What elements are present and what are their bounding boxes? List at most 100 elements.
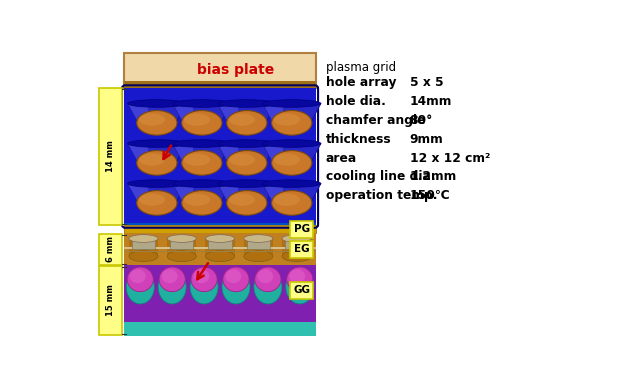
- Ellipse shape: [262, 180, 321, 187]
- Polygon shape: [128, 103, 186, 131]
- Bar: [124, 233, 316, 266]
- Polygon shape: [173, 103, 193, 131]
- Ellipse shape: [162, 269, 178, 283]
- Text: 14 mm: 14 mm: [106, 140, 115, 172]
- Ellipse shape: [287, 267, 313, 292]
- Ellipse shape: [223, 267, 249, 292]
- Polygon shape: [173, 184, 193, 211]
- Bar: [244, 238, 273, 256]
- Polygon shape: [218, 184, 238, 211]
- FancyBboxPatch shape: [208, 238, 232, 249]
- Text: operation temp.: operation temp.: [326, 189, 438, 202]
- Ellipse shape: [173, 100, 231, 107]
- Text: 12 x 12 cm²: 12 x 12 cm²: [410, 152, 490, 165]
- Ellipse shape: [222, 270, 250, 304]
- Polygon shape: [128, 103, 148, 131]
- Ellipse shape: [227, 151, 267, 175]
- Text: 150℃: 150℃: [410, 189, 450, 202]
- Text: cooling line dia.: cooling line dia.: [326, 170, 436, 183]
- Bar: [206, 238, 234, 256]
- Ellipse shape: [190, 270, 218, 304]
- Polygon shape: [262, 144, 321, 171]
- FancyBboxPatch shape: [99, 89, 122, 225]
- Ellipse shape: [257, 269, 273, 283]
- Polygon shape: [128, 144, 148, 171]
- Ellipse shape: [159, 267, 185, 292]
- Ellipse shape: [272, 110, 312, 135]
- Bar: [124, 322, 316, 335]
- Ellipse shape: [128, 100, 186, 107]
- Ellipse shape: [128, 140, 186, 147]
- Ellipse shape: [262, 100, 321, 107]
- Ellipse shape: [184, 154, 210, 166]
- Bar: [124, 88, 316, 225]
- Ellipse shape: [139, 193, 165, 206]
- Ellipse shape: [244, 251, 273, 262]
- Ellipse shape: [290, 269, 305, 283]
- Text: thickness: thickness: [326, 133, 391, 145]
- Bar: [124, 251, 316, 252]
- Polygon shape: [218, 184, 276, 211]
- Polygon shape: [262, 144, 283, 171]
- Ellipse shape: [137, 151, 177, 175]
- Polygon shape: [173, 144, 231, 171]
- Ellipse shape: [173, 140, 231, 147]
- Ellipse shape: [191, 267, 217, 292]
- Ellipse shape: [262, 140, 321, 147]
- Text: hole dia.: hole dia.: [326, 95, 385, 108]
- Bar: [282, 238, 311, 256]
- Ellipse shape: [282, 235, 311, 242]
- Text: 1.2mm: 1.2mm: [410, 170, 457, 183]
- Polygon shape: [173, 144, 193, 171]
- Ellipse shape: [274, 154, 300, 166]
- FancyBboxPatch shape: [99, 266, 122, 335]
- Ellipse shape: [173, 180, 231, 187]
- Ellipse shape: [167, 251, 196, 262]
- Text: 5 x 5: 5 x 5: [410, 76, 443, 89]
- Ellipse shape: [127, 267, 154, 292]
- Ellipse shape: [182, 191, 222, 215]
- Ellipse shape: [206, 235, 234, 242]
- Ellipse shape: [137, 110, 177, 135]
- Ellipse shape: [218, 180, 276, 187]
- Ellipse shape: [272, 191, 312, 215]
- FancyBboxPatch shape: [285, 238, 309, 249]
- Polygon shape: [218, 144, 276, 171]
- Ellipse shape: [167, 235, 196, 242]
- Polygon shape: [218, 144, 238, 171]
- Text: bias plate: bias plate: [197, 63, 274, 77]
- Polygon shape: [262, 103, 283, 131]
- Ellipse shape: [229, 154, 255, 166]
- Polygon shape: [262, 184, 283, 211]
- Text: 6 mm: 6 mm: [106, 236, 115, 262]
- Ellipse shape: [286, 270, 314, 304]
- Ellipse shape: [206, 251, 234, 262]
- Ellipse shape: [194, 269, 210, 283]
- Polygon shape: [262, 184, 321, 211]
- Polygon shape: [128, 144, 186, 171]
- Ellipse shape: [229, 113, 255, 126]
- Ellipse shape: [227, 110, 267, 135]
- Ellipse shape: [130, 269, 145, 283]
- Bar: [124, 247, 316, 249]
- Ellipse shape: [182, 151, 222, 175]
- Ellipse shape: [158, 270, 186, 304]
- Polygon shape: [218, 103, 238, 131]
- Ellipse shape: [225, 269, 241, 283]
- Bar: [124, 225, 316, 233]
- Ellipse shape: [244, 235, 273, 242]
- Ellipse shape: [255, 267, 281, 292]
- Ellipse shape: [218, 140, 276, 147]
- Ellipse shape: [254, 270, 282, 304]
- Text: chamfer angle: chamfer angle: [326, 114, 425, 127]
- Bar: [124, 53, 316, 88]
- Text: 9mm: 9mm: [410, 133, 443, 145]
- Ellipse shape: [129, 235, 158, 242]
- Text: EG: EG: [294, 244, 310, 254]
- Text: 14mm: 14mm: [410, 95, 452, 108]
- Text: PG: PG: [294, 224, 310, 234]
- FancyBboxPatch shape: [290, 241, 314, 258]
- Polygon shape: [173, 184, 231, 211]
- Ellipse shape: [126, 270, 154, 304]
- Bar: [167, 238, 196, 256]
